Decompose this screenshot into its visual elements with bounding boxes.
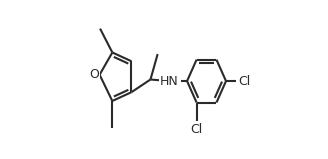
Text: Cl: Cl (238, 75, 250, 88)
Text: O: O (89, 68, 99, 81)
Text: Cl: Cl (191, 123, 203, 136)
Text: HN: HN (160, 75, 179, 88)
